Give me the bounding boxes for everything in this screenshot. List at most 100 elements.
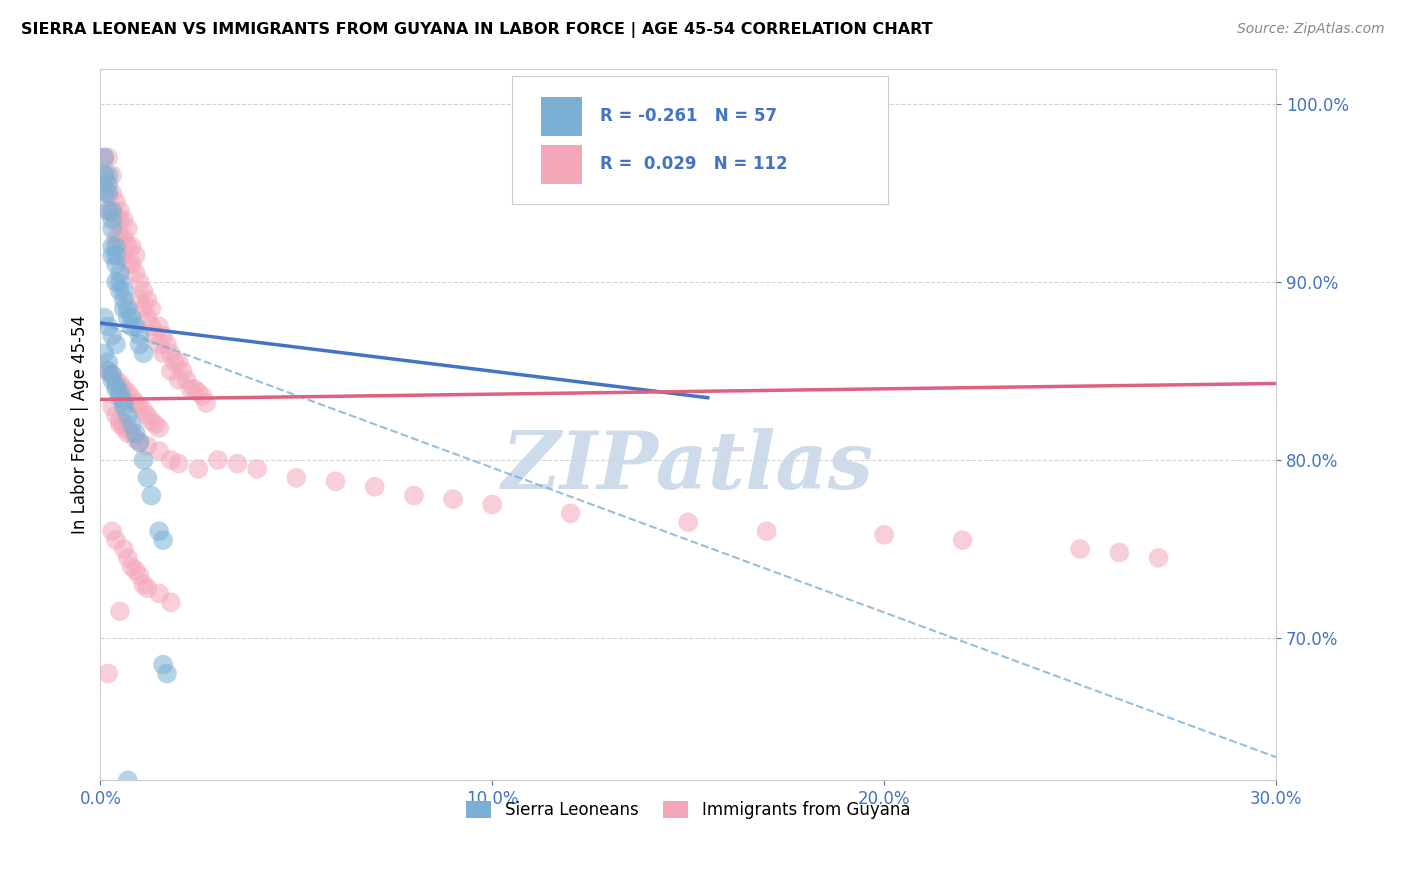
Point xyxy=(148,421,170,435)
Point xyxy=(112,212,135,227)
Point xyxy=(112,248,135,262)
Point xyxy=(97,186,120,200)
Point xyxy=(105,275,128,289)
Point xyxy=(105,533,128,547)
Point xyxy=(152,346,174,360)
Point xyxy=(124,319,146,334)
Point xyxy=(148,444,170,458)
Point xyxy=(128,568,150,582)
Point xyxy=(97,666,120,681)
Point xyxy=(117,257,139,271)
Point xyxy=(325,475,347,489)
Point xyxy=(108,376,131,391)
Point xyxy=(101,368,124,382)
Point xyxy=(156,666,179,681)
Point xyxy=(136,310,159,325)
Point xyxy=(117,239,139,253)
Point xyxy=(105,373,128,387)
Point xyxy=(97,169,120,183)
Point xyxy=(148,337,170,351)
Point xyxy=(121,417,143,432)
Point xyxy=(105,194,128,209)
Point xyxy=(93,151,115,165)
FancyBboxPatch shape xyxy=(541,145,582,184)
Point xyxy=(191,389,214,403)
Legend: Sierra Leoneans, Immigrants from Guyana: Sierra Leoneans, Immigrants from Guyana xyxy=(460,794,917,825)
Point xyxy=(108,266,131,280)
Point xyxy=(93,169,115,183)
Point xyxy=(141,319,163,334)
Point xyxy=(136,581,159,595)
Point xyxy=(121,559,143,574)
Point xyxy=(97,364,120,378)
Point xyxy=(156,337,179,351)
Point xyxy=(93,310,115,325)
Point xyxy=(112,293,135,307)
Point xyxy=(148,586,170,600)
Point xyxy=(160,346,183,360)
Point xyxy=(97,186,120,200)
Point xyxy=(128,400,150,414)
Point xyxy=(101,400,124,414)
Point xyxy=(101,169,124,183)
Point xyxy=(128,435,150,450)
Point xyxy=(246,462,269,476)
Point xyxy=(402,489,425,503)
Point xyxy=(121,239,143,253)
Point xyxy=(108,417,131,432)
Point xyxy=(101,203,124,218)
Point xyxy=(167,373,190,387)
Point xyxy=(117,221,139,235)
Point xyxy=(112,421,135,435)
Point xyxy=(121,426,143,441)
Point xyxy=(108,284,131,298)
Point xyxy=(152,533,174,547)
Point xyxy=(97,151,120,165)
Point xyxy=(112,382,135,396)
Point xyxy=(108,391,131,405)
Point xyxy=(143,328,166,343)
Point xyxy=(128,328,150,343)
Point xyxy=(160,364,183,378)
Point xyxy=(1108,545,1130,559)
Point xyxy=(97,177,120,191)
Point xyxy=(101,373,124,387)
Point xyxy=(108,275,131,289)
Point xyxy=(112,230,135,244)
Point xyxy=(124,248,146,262)
Point xyxy=(132,453,155,467)
Point xyxy=(124,266,146,280)
Point xyxy=(112,284,135,298)
Text: R =  0.029   N = 112: R = 0.029 N = 112 xyxy=(600,155,787,173)
Point xyxy=(108,203,131,218)
Point xyxy=(163,355,186,369)
Point xyxy=(560,507,582,521)
Point xyxy=(136,439,159,453)
Point xyxy=(441,492,464,507)
Point xyxy=(952,533,974,547)
Point xyxy=(207,453,229,467)
Point xyxy=(167,457,190,471)
Point xyxy=(121,319,143,334)
Point xyxy=(93,151,115,165)
Point xyxy=(93,346,115,360)
Text: SIERRA LEONEAN VS IMMIGRANTS FROM GUYANA IN LABOR FORCE | AGE 45-54 CORRELATION : SIERRA LEONEAN VS IMMIGRANTS FROM GUYANA… xyxy=(21,22,932,38)
Point xyxy=(128,275,150,289)
Point xyxy=(112,301,135,316)
Point xyxy=(117,409,139,423)
Text: Source: ZipAtlas.com: Source: ZipAtlas.com xyxy=(1237,22,1385,37)
Point xyxy=(101,368,124,382)
Point xyxy=(97,364,120,378)
Point xyxy=(101,221,124,235)
FancyBboxPatch shape xyxy=(541,97,582,136)
Point xyxy=(117,426,139,441)
Point xyxy=(132,577,155,591)
Point xyxy=(112,417,135,432)
Point xyxy=(1147,550,1170,565)
Point xyxy=(187,385,209,400)
Point xyxy=(285,471,308,485)
Point xyxy=(101,328,124,343)
Point xyxy=(112,394,135,409)
Point xyxy=(128,435,150,450)
Point xyxy=(105,230,128,244)
